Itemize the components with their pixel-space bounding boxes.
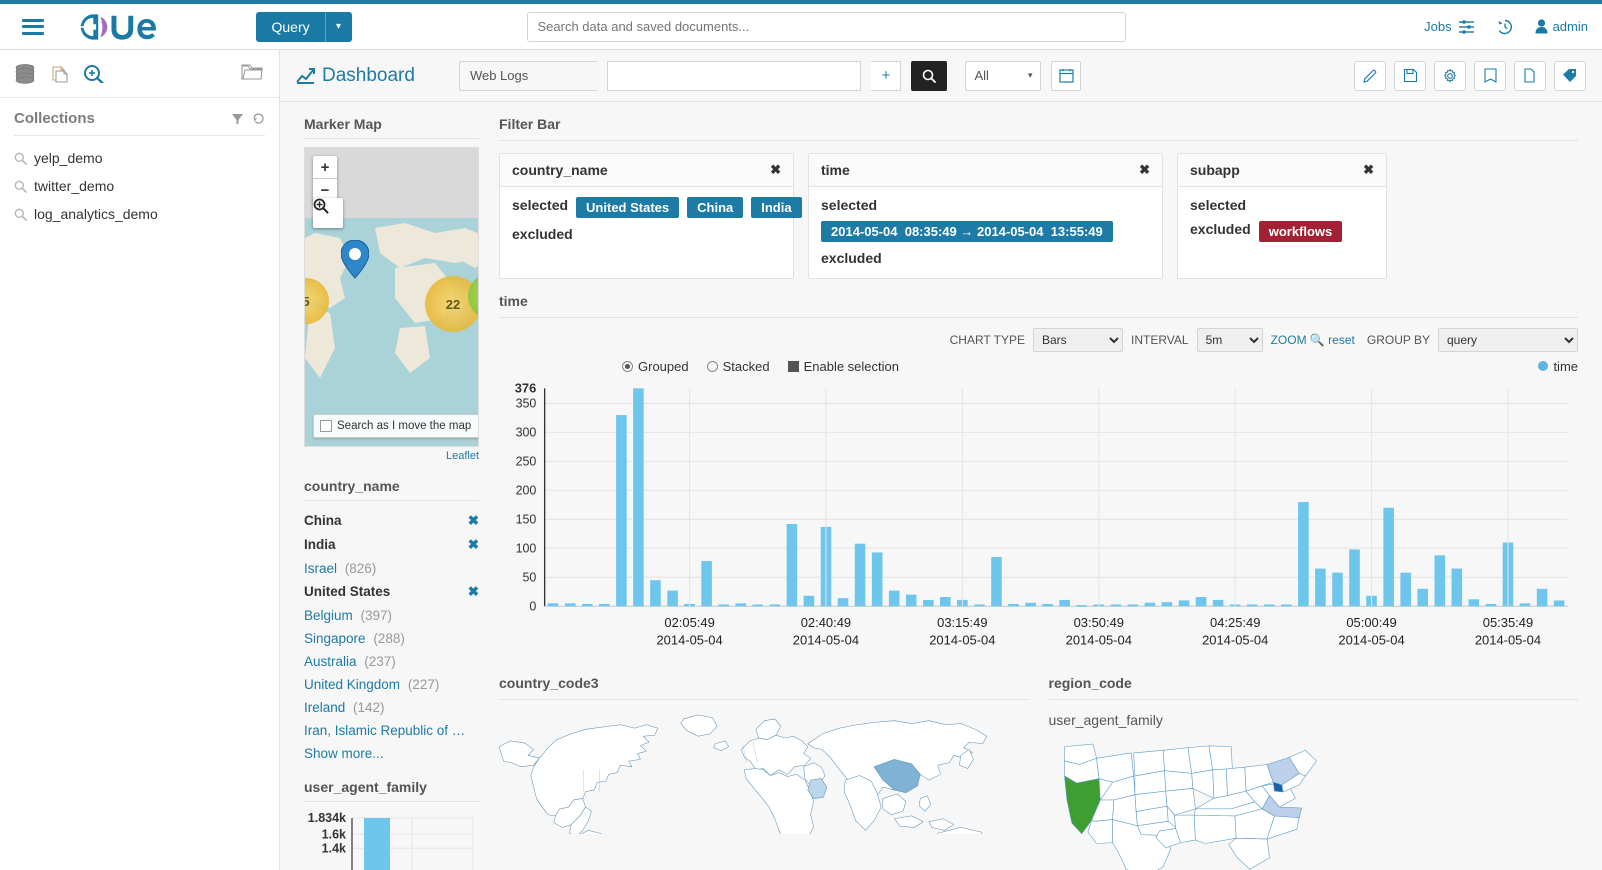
svg-text:05:35:49: 05:35:49 [1483,615,1533,630]
svg-text:2014-05-04: 2014-05-04 [793,633,859,648]
svg-text:2014-05-04: 2014-05-04 [1338,633,1404,648]
svg-text:02:40:49: 02:40:49 [801,615,851,630]
svg-text:300: 300 [516,426,537,440]
svg-text:1.6k: 1.6k [322,827,346,841]
svg-text:2014-05-04: 2014-05-04 [1475,633,1541,648]
svg-text:2014-05-04: 2014-05-04 [1202,633,1268,648]
svg-text:2014-05-04: 2014-05-04 [929,633,995,648]
svg-text:250: 250 [516,455,537,469]
svg-text:05:00:49: 05:00:49 [1346,615,1396,630]
svg-text:2014-05-04: 2014-05-04 [1066,633,1132,648]
svg-text:350: 350 [516,397,537,411]
svg-text:1.4k: 1.4k [322,841,346,855]
svg-text:50: 50 [523,570,537,584]
svg-text:200: 200 [516,484,537,498]
svg-text:02:05:49: 02:05:49 [664,615,714,630]
svg-text:2014-05-04: 2014-05-04 [656,633,722,648]
svg-text:03:50:49: 03:50:49 [1074,615,1124,630]
svg-text:100: 100 [516,541,537,555]
svg-text:04:25:49: 04:25:49 [1210,615,1260,630]
svg-text:0: 0 [529,599,536,613]
svg-text:1.834k: 1.834k [308,811,346,825]
svg-text:376: 376 [515,381,537,396]
svg-text:150: 150 [516,512,537,526]
svg-text:03:15:49: 03:15:49 [937,615,987,630]
